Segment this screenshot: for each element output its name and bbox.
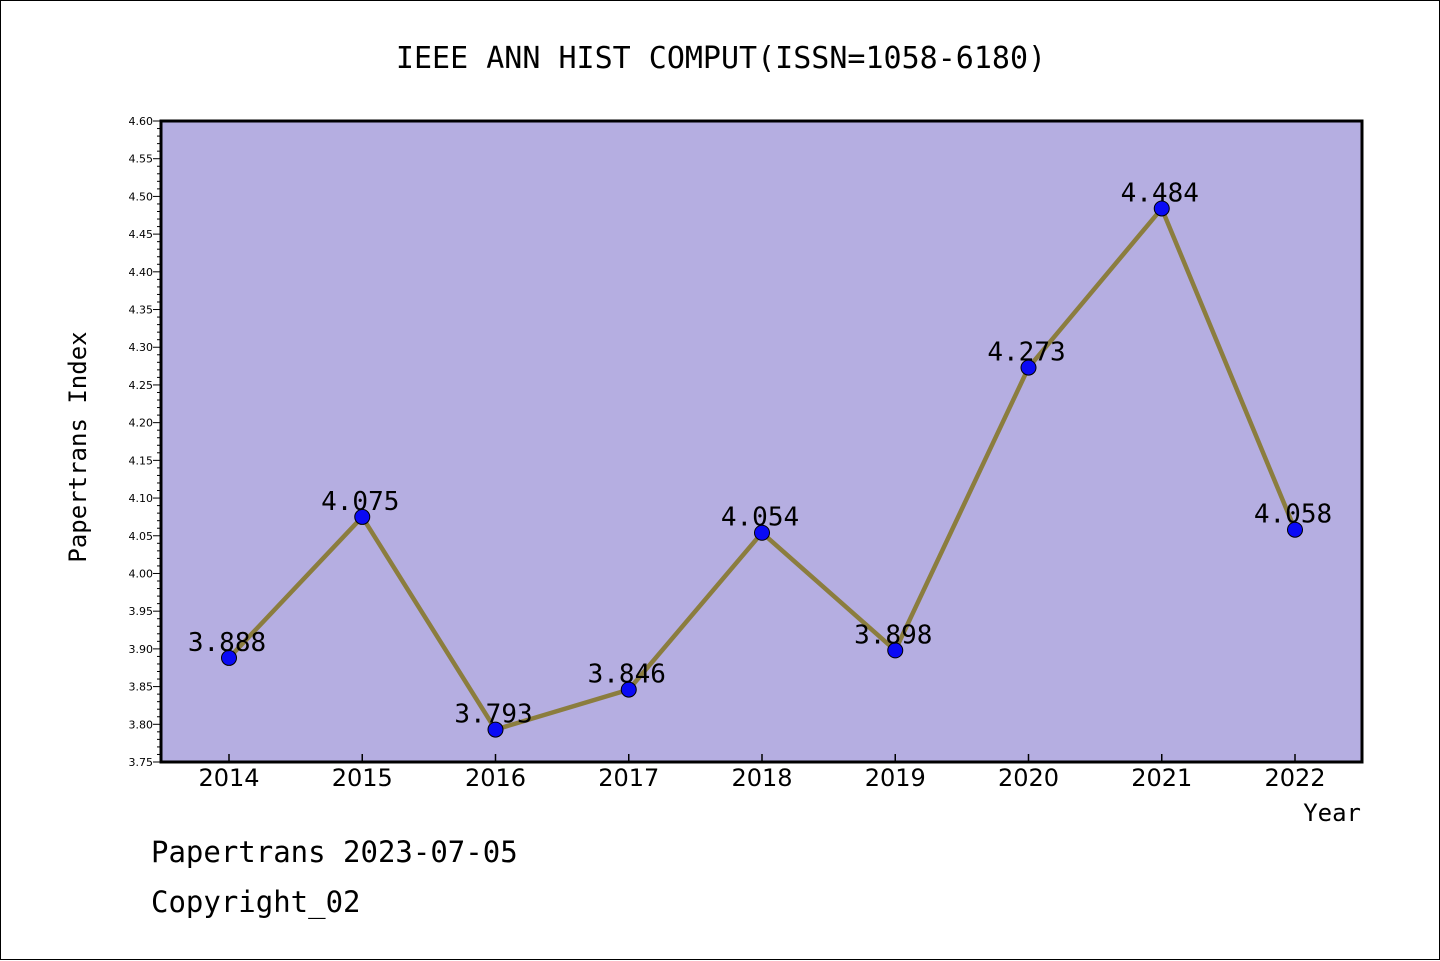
plot-area	[161, 121, 1362, 762]
y-tick-label: 3.80	[129, 718, 154, 731]
x-tick-label: 2014	[198, 764, 259, 792]
x-axis-label: Year	[1303, 799, 1361, 827]
data-label: 3.793	[454, 700, 532, 730]
x-tick-label: 2016	[465, 764, 526, 792]
data-label: 3.846	[588, 660, 666, 690]
data-label: 4.054	[721, 503, 799, 533]
y-tick-label: 4.40	[129, 266, 154, 279]
data-point	[221, 649, 237, 666]
y-tick-label: 4.45	[129, 228, 154, 241]
y-tick-label: 4.10	[129, 492, 154, 505]
x-axis: 2014 2015 2016 2017 2018 2019 2020 2021 2022	[198, 754, 1326, 792]
data-labels: 3.888 4.075 3.793 3.846 4.054 3.898 4.273 4.484…	[188, 178, 1332, 729]
data-point	[754, 524, 770, 541]
x-tick-label: 2019	[865, 764, 926, 792]
footer-copyright: Copyright_02	[151, 885, 361, 919]
y-tick-label: 4.00	[129, 567, 154, 580]
data-label: 4.058	[1254, 500, 1332, 530]
y-tick-label: 4.25	[129, 379, 154, 392]
y-tick-label: 3.95	[129, 605, 154, 618]
data-point	[1287, 521, 1303, 538]
x-tick-label: 2022	[1264, 764, 1325, 792]
x-tick-label: 2015	[332, 764, 393, 792]
y-tick-label: 4.50	[129, 190, 154, 203]
data-label: 4.075	[321, 487, 399, 517]
data-point	[354, 508, 371, 525]
y-tick-label: 4.20	[129, 417, 154, 430]
y-axis-label: Papertrans Index	[64, 331, 92, 562]
data-markers	[221, 200, 1303, 738]
y-tick-label: 3.90	[129, 643, 154, 656]
chart-title: IEEE ANN HIST COMPUT(ISSN=1058-6180)	[396, 41, 1046, 76]
x-tick-label: 2020	[998, 764, 1059, 792]
data-point	[487, 721, 504, 738]
data-label: 4.484	[1121, 178, 1199, 208]
y-tick-label: 4.55	[129, 153, 154, 166]
x-tick-label: 2021	[1131, 764, 1192, 792]
data-point	[887, 642, 904, 659]
plot-border	[159, 119, 1364, 764]
data-point	[620, 681, 637, 698]
x-tick-label: 2018	[731, 764, 792, 792]
y-tick-label: 3.85	[129, 681, 154, 694]
y-tick-label: 4.15	[129, 454, 154, 467]
y-tick-label: 4.05	[129, 530, 154, 543]
y-tick-label: 4.60	[129, 115, 154, 128]
y-axis: 3.75 3.80 3.85 3.90 3.95 4.00 4.05 4.10 4.15 4.20…	[129, 115, 161, 769]
data-label: 4.273	[987, 338, 1065, 368]
data-label: 3.898	[854, 620, 932, 650]
data-point	[1153, 200, 1170, 217]
y-tick-label: 4.35	[129, 304, 154, 317]
footer-date: Papertrans 2023-07-05	[151, 835, 518, 869]
x-tick-label: 2017	[598, 764, 659, 792]
data-point	[1020, 359, 1037, 376]
data-label: 3.888	[188, 628, 266, 658]
y-tick-label: 3.75	[129, 756, 154, 769]
y-tick-label: 4.30	[129, 341, 154, 354]
